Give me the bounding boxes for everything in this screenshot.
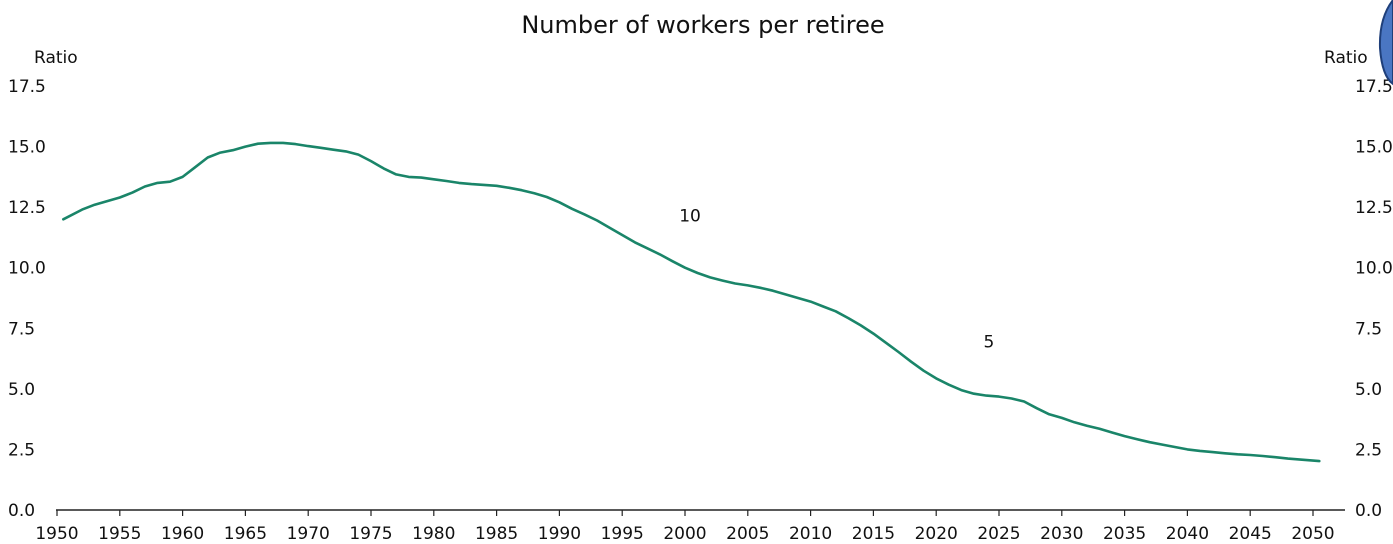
right-axis-title: Ratio: [1324, 48, 1368, 68]
y-tick-label-left: 5.0: [8, 380, 35, 400]
axes-layer: 0.0 0.0 2.5 2.5 5.0 5.0 7.5 7.5 10.0 10.0 12.5 12.5…: [8, 77, 1393, 544]
left-axis-title: Ratio: [34, 48, 78, 68]
x-tick-label: 2045: [1229, 524, 1272, 544]
x-tick-label: 1975: [349, 524, 392, 544]
annotation-label: 10: [679, 207, 701, 227]
y-tick-label-right: 10.0: [1355, 259, 1393, 279]
y-tick-label-left: 12.5: [8, 198, 46, 218]
y-tick-label-left: 2.5: [8, 440, 35, 460]
x-tick-label: 1980: [412, 524, 455, 544]
x-tick-label: 1965: [224, 524, 267, 544]
y-tick-label-right: 15.0: [1355, 138, 1393, 158]
y-tick-label-right: 5.0: [1355, 380, 1382, 400]
x-tick-label: 2030: [1040, 524, 1083, 544]
decor-layer: [1378, 0, 1393, 86]
x-tick-label: 2025: [977, 524, 1020, 544]
series-line: [62, 141, 1321, 463]
annotation-label: 5: [984, 333, 995, 353]
y-tick-label-left: 0.0: [8, 501, 35, 521]
chart-title: Number of workers per retiree: [521, 11, 884, 39]
y-tick-label-left: 17.5: [8, 77, 46, 97]
x-tick-label: 2035: [1103, 524, 1146, 544]
y-tick-label-left: 10.0: [8, 259, 46, 279]
x-tick-label: 2010: [789, 524, 832, 544]
x-tick-label: 2000: [663, 524, 706, 544]
x-tick-label: 2015: [852, 524, 895, 544]
x-tick-label: 1995: [601, 524, 644, 544]
annotation-layer: 10 5: [679, 207, 994, 353]
x-tick-label: 2020: [915, 524, 958, 544]
x-tick-label: 1960: [161, 524, 204, 544]
y-tick-label-right: 17.5: [1355, 77, 1393, 97]
x-tick-label: 2050: [1291, 524, 1334, 544]
x-tick-label: 1950: [35, 524, 78, 544]
y-tick-label-right: 0.0: [1355, 501, 1382, 521]
x-tick-label: 1970: [287, 524, 330, 544]
y-tick-label-right: 2.5: [1355, 440, 1382, 460]
x-tick-label: 1990: [538, 524, 581, 544]
x-tick-label: 2040: [1166, 524, 1209, 544]
blue-circle-decoration: [1378, 0, 1393, 86]
x-tick-label: 1985: [475, 524, 518, 544]
y-tick-label-left: 7.5: [8, 319, 35, 339]
x-tick-label: 1955: [98, 524, 141, 544]
y-tick-label-right: 7.5: [1355, 319, 1382, 339]
x-tick-label: 2005: [726, 524, 769, 544]
y-tick-label-left: 15.0: [8, 138, 46, 158]
y-tick-label-right: 12.5: [1355, 198, 1393, 218]
series-layer: [62, 141, 1321, 463]
